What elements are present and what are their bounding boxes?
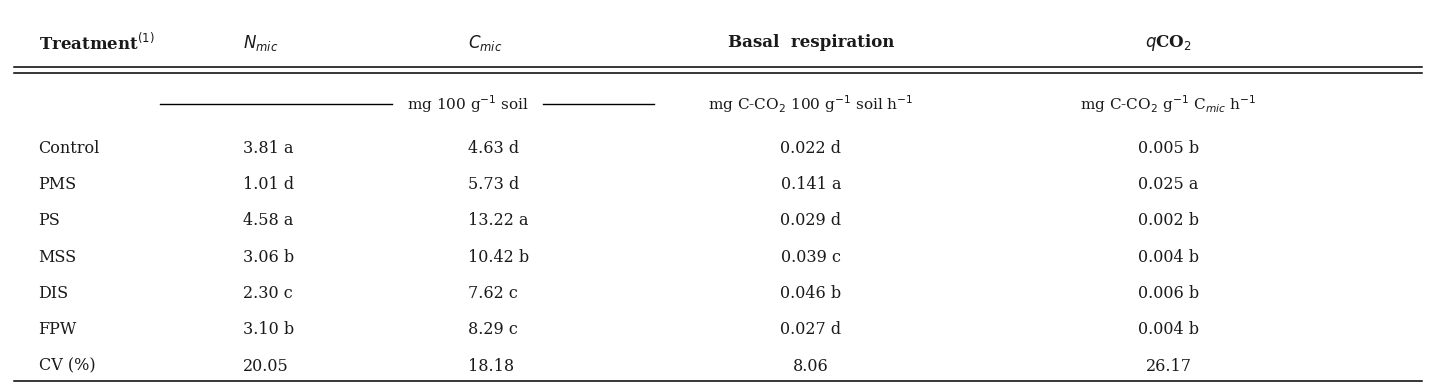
Text: $C_{mic}$: $C_{mic}$ [468,33,503,53]
Text: 0.039 c: 0.039 c [781,249,841,266]
Text: 0.006 b: 0.006 b [1137,285,1199,302]
Text: 0.004 b: 0.004 b [1139,321,1199,338]
Text: 0.141 a: 0.141 a [781,176,841,193]
Text: 0.022 d: 0.022 d [781,140,841,157]
Text: 0.025 a: 0.025 a [1139,176,1199,193]
Text: 4.58 a: 4.58 a [243,212,293,229]
Text: 3.06 b: 3.06 b [243,249,294,266]
Text: 13.22 a: 13.22 a [468,212,528,229]
Text: 0.005 b: 0.005 b [1137,140,1199,157]
Text: FPW: FPW [39,321,78,338]
Text: CV (%): CV (%) [39,358,95,374]
Text: 0.002 b: 0.002 b [1139,212,1199,229]
Text: 18.18: 18.18 [468,358,514,374]
Text: $q$CO$_2$: $q$CO$_2$ [1146,33,1192,53]
Text: 3.10 b: 3.10 b [243,321,294,338]
Text: 3.81 a: 3.81 a [243,140,293,157]
Text: 7.62 c: 7.62 c [468,285,517,302]
Text: Control: Control [39,140,101,157]
Text: 2.30 c: 2.30 c [243,285,293,302]
Text: MSS: MSS [39,249,76,266]
Text: 26.17: 26.17 [1146,358,1192,374]
Text: 5.73 d: 5.73 d [468,176,518,193]
Text: 0.004 b: 0.004 b [1139,249,1199,266]
Text: 20.05: 20.05 [243,358,289,374]
Text: 0.046 b: 0.046 b [780,285,841,302]
Text: 4.63 d: 4.63 d [468,140,518,157]
Text: 8.29 c: 8.29 c [468,321,517,338]
Text: mg 100 g$^{-1}$ soil: mg 100 g$^{-1}$ soil [406,93,528,115]
Text: Treatment$^{(1)}$: Treatment$^{(1)}$ [39,32,154,54]
Text: mg C-CO$_2$ g$^{-1}$ C$_{mic}$ h$^{-1}$: mg C-CO$_2$ g$^{-1}$ C$_{mic}$ h$^{-1}$ [1080,93,1256,115]
Text: PMS: PMS [39,176,76,193]
Text: PS: PS [39,212,60,229]
Text: DIS: DIS [39,285,69,302]
Text: 1.01 d: 1.01 d [243,176,294,193]
Text: mg C-CO$_2$ 100 g$^{-1}$ soil h$^{-1}$: mg C-CO$_2$ 100 g$^{-1}$ soil h$^{-1}$ [708,93,913,115]
Text: 0.029 d: 0.029 d [780,212,841,229]
Text: 8.06: 8.06 [793,358,829,374]
Text: 10.42 b: 10.42 b [468,249,528,266]
Text: $N_{mic}$: $N_{mic}$ [243,33,279,53]
Text: 0.027 d: 0.027 d [780,321,841,338]
Text: Basal  respiration: Basal respiration [728,35,895,52]
